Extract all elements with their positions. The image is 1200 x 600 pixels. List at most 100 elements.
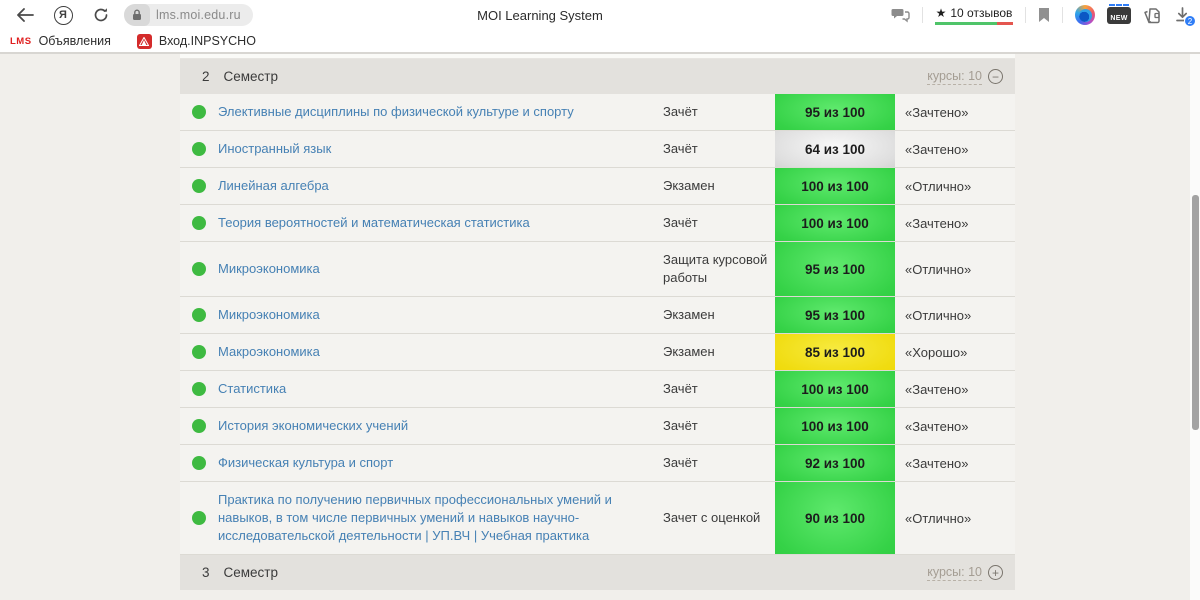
score-badge: 92 из 100 xyxy=(775,445,895,481)
bookmark-flag-button[interactable] xyxy=(1038,7,1050,23)
course-link[interactable]: Иностранный язык xyxy=(218,141,332,156)
bookmarks-bar: LMS Объявления Вход.INPSYCHO xyxy=(0,30,1200,52)
course-row: Практика по получению первичных професси… xyxy=(180,482,1015,555)
exam-type: Зачёт xyxy=(663,141,698,156)
extension-browser-icon[interactable] xyxy=(1075,5,1095,25)
status-dot-icon xyxy=(192,142,206,156)
feedback-button[interactable] xyxy=(891,7,910,23)
divider xyxy=(1025,7,1026,23)
expand-icon[interactable]: + xyxy=(988,565,1003,580)
status-dot-icon xyxy=(192,382,206,396)
extension-new-icon[interactable]: NEW xyxy=(1107,3,1131,24)
course-row: Статистика Зачёт 100 из 100 «Зачтено» xyxy=(180,371,1015,408)
course-link[interactable]: Микроэкономика xyxy=(218,307,320,322)
divider xyxy=(922,7,923,23)
exam-type: Зачёт xyxy=(663,215,698,230)
semester-2-header: 2 Семестр курсы: 10 − xyxy=(180,59,1015,94)
score-badge: 100 из 100 xyxy=(775,205,895,241)
status-dot-icon xyxy=(192,345,206,359)
downloads-button[interactable]: 2 xyxy=(1175,7,1196,27)
grade-text: «Отлично» xyxy=(905,510,972,526)
collections-button[interactable] xyxy=(1143,7,1163,24)
course-link[interactable]: Элективные дисциплины по физической куль… xyxy=(218,104,574,119)
course-row: Линейная алгебра Экзамен 100 из 100 «Отл… xyxy=(180,168,1015,205)
exam-type: Зачёт xyxy=(663,418,698,433)
grade-text: «Хорошо» xyxy=(905,344,968,360)
course-link[interactable]: Практика по получению первичных професси… xyxy=(218,492,612,543)
grade-text: «Зачтено» xyxy=(905,418,969,434)
yandex-menu-button[interactable]: Я xyxy=(52,4,74,26)
grade-text: «Зачтено» xyxy=(905,104,969,120)
course-link[interactable]: Линейная алгебра xyxy=(218,178,329,193)
previous-row-partial xyxy=(180,54,1015,59)
score-badge: 90 из 100 xyxy=(775,482,895,554)
address-bar[interactable]: lms.moi.edu.ru xyxy=(124,4,253,26)
browser-toolbar: Я lms.moi.edu.ru MOI Learning System xyxy=(0,0,1200,30)
scrollbar-thumb[interactable] xyxy=(1192,195,1199,430)
status-dot-icon xyxy=(192,308,206,322)
download-count-badge: 2 xyxy=(1184,15,1196,27)
grade-text: «Зачтено» xyxy=(905,141,969,157)
score-badge: 95 из 100 xyxy=(775,94,895,130)
yandex-icon: Я xyxy=(53,5,73,25)
course-link[interactable]: Микроэкономика xyxy=(218,261,320,276)
semester-3-courses-toggle[interactable]: курсы: 10 + xyxy=(927,565,1003,581)
grade-text: «Зачтено» xyxy=(905,215,969,231)
status-dot-icon xyxy=(192,262,206,276)
score-badge: 85 из 100 xyxy=(775,334,895,370)
status-dot-icon xyxy=(192,105,206,119)
status-dot-icon xyxy=(192,179,206,193)
course-row: Физическая культура и спорт Зачёт 92 из … xyxy=(180,445,1015,482)
course-row: Элективные дисциплины по физической куль… xyxy=(180,94,1015,131)
status-dot-icon xyxy=(192,456,206,470)
status-dot-icon xyxy=(192,511,206,525)
lms-page: 2 Семестр курсы: 10 − Элективные дисципл… xyxy=(0,54,1200,600)
course-row: Микроэкономика Защита курсовой работы 95… xyxy=(180,242,1015,297)
course-link[interactable]: История экономических учений xyxy=(218,418,409,433)
grades-table: 2 Семестр курсы: 10 − Элективные дисципл… xyxy=(180,54,1015,590)
rating-bar xyxy=(935,21,1013,25)
star-icon: ★ xyxy=(935,5,947,20)
course-row: Иностранный язык Зачёт 64 из 100 «Зачтен… xyxy=(180,131,1015,168)
reviews-button[interactable]: ★ 10 отзывов xyxy=(935,6,1013,25)
course-rows: Элективные дисциплины по физической куль… xyxy=(180,94,1015,555)
reviews-label: 10 отзывов xyxy=(950,5,1013,20)
exam-type: Зачёт xyxy=(663,455,698,470)
semester-3-header: 3 Семестр курсы: 10 + xyxy=(180,555,1015,590)
bookmark-item-inpsycho[interactable]: Вход.INPSYCHO xyxy=(136,33,256,49)
exam-type: Зачет с оценкой xyxy=(663,510,761,525)
vertical-scrollbar[interactable] xyxy=(1190,54,1200,600)
score-badge: 95 из 100 xyxy=(775,242,895,296)
back-button[interactable] xyxy=(14,4,36,26)
divider xyxy=(1062,7,1063,23)
status-dot-icon xyxy=(192,216,206,230)
course-link[interactable]: Макроэкономика xyxy=(218,344,320,359)
course-row: Микроэкономика Экзамен 95 из 100 «Отличн… xyxy=(180,297,1015,334)
browser-chrome: Я lms.moi.edu.ru MOI Learning System xyxy=(0,0,1200,54)
exam-type: Экзамен xyxy=(663,178,715,193)
url-text: lms.moi.edu.ru xyxy=(156,8,241,22)
course-row: Макроэкономика Экзамен 85 из 100 «Хорошо… xyxy=(180,334,1015,371)
score-badge: 64 из 100 xyxy=(775,131,895,167)
grade-text: «Отлично» xyxy=(905,261,972,277)
collapse-icon[interactable]: − xyxy=(988,69,1003,84)
grade-text: «Отлично» xyxy=(905,178,972,194)
semester-2-courses-toggle[interactable]: курсы: 10 − xyxy=(927,69,1003,85)
course-link[interactable]: Статистика xyxy=(218,381,287,396)
refresh-button[interactable] xyxy=(90,4,112,26)
course-row: Теория вероятностей и математическая ста… xyxy=(180,205,1015,242)
course-row: История экономических учений Зачёт 100 и… xyxy=(180,408,1015,445)
inpsycho-favicon xyxy=(136,33,152,49)
bookmark-item-lms[interactable]: LMS Объявления xyxy=(10,34,111,48)
exam-type: Защита курсовой работы xyxy=(663,252,768,285)
lock-icon[interactable] xyxy=(124,4,150,26)
exam-type: Зачёт xyxy=(663,104,698,119)
grade-text: «Отлично» xyxy=(905,307,972,323)
exam-type: Экзамен xyxy=(663,307,715,322)
toolbar-right-icons: ★ 10 отзывов NEW xyxy=(891,0,1196,30)
lms-favicon: LMS xyxy=(10,35,32,47)
exam-type: Экзамен xyxy=(663,344,715,359)
course-link[interactable]: Физическая культура и спорт xyxy=(218,455,394,470)
course-link[interactable]: Теория вероятностей и математическая ста… xyxy=(218,215,530,230)
